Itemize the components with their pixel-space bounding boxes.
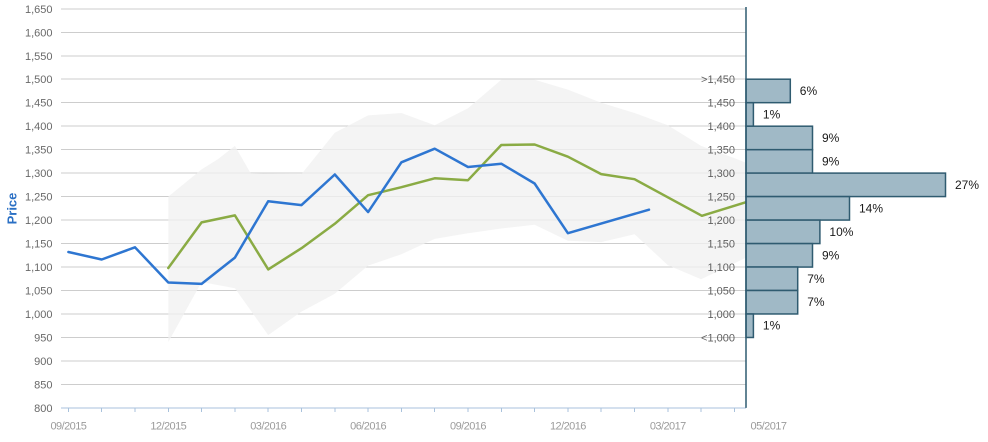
svg-text:1,150: 1,150 xyxy=(25,239,53,251)
svg-text:1,250: 1,250 xyxy=(707,192,735,204)
svg-text:1,350: 1,350 xyxy=(25,145,53,157)
svg-text:1,000: 1,000 xyxy=(707,309,735,321)
svg-text:1,050: 1,050 xyxy=(707,286,735,298)
svg-text:1,400: 1,400 xyxy=(707,121,735,133)
svg-text:1,450: 1,450 xyxy=(707,98,735,110)
svg-text:7%: 7% xyxy=(807,272,825,286)
svg-text:05/2017: 05/2017 xyxy=(751,421,787,433)
svg-text:12/2015: 12/2015 xyxy=(150,421,186,433)
svg-text:1,100: 1,100 xyxy=(25,262,53,274)
svg-text:9%: 9% xyxy=(822,131,840,145)
svg-text:1,200: 1,200 xyxy=(25,215,53,227)
svg-text:1,150: 1,150 xyxy=(707,239,735,251)
svg-text:1,100: 1,100 xyxy=(707,262,735,274)
svg-text:1,350: 1,350 xyxy=(707,145,735,157)
svg-text:800: 800 xyxy=(34,403,52,415)
svg-text:1,650: 1,650 xyxy=(25,4,53,16)
svg-text:27%: 27% xyxy=(955,178,979,192)
svg-text:03/2016: 03/2016 xyxy=(250,421,286,433)
svg-text:<1,000: <1,000 xyxy=(701,332,735,344)
svg-text:03/2017: 03/2017 xyxy=(650,421,686,433)
svg-text:>1,450: >1,450 xyxy=(701,74,735,86)
svg-text:1%: 1% xyxy=(763,319,781,333)
svg-text:14%: 14% xyxy=(859,201,883,215)
svg-text:7%: 7% xyxy=(807,295,825,309)
svg-text:1,000: 1,000 xyxy=(25,309,53,321)
svg-text:900: 900 xyxy=(34,356,52,368)
svg-text:6%: 6% xyxy=(800,84,818,98)
svg-text:1,450: 1,450 xyxy=(25,98,53,110)
svg-text:Price: Price xyxy=(4,193,19,225)
svg-text:12/2016: 12/2016 xyxy=(550,421,586,433)
svg-text:1,400: 1,400 xyxy=(25,121,53,133)
svg-text:1,300: 1,300 xyxy=(25,168,53,180)
svg-text:1,250: 1,250 xyxy=(25,192,53,204)
svg-text:1,050: 1,050 xyxy=(25,286,53,298)
svg-text:06/2016: 06/2016 xyxy=(350,421,386,433)
svg-text:1,500: 1,500 xyxy=(25,74,53,86)
svg-text:09/2015: 09/2015 xyxy=(50,421,86,433)
svg-text:1,550: 1,550 xyxy=(25,51,53,63)
svg-text:1,200: 1,200 xyxy=(707,215,735,227)
svg-text:9%: 9% xyxy=(822,248,840,262)
svg-text:10%: 10% xyxy=(829,225,853,239)
svg-text:09/2016: 09/2016 xyxy=(450,421,486,433)
svg-text:9%: 9% xyxy=(822,154,840,168)
svg-text:1,300: 1,300 xyxy=(707,168,735,180)
svg-text:1%: 1% xyxy=(763,107,781,121)
svg-text:850: 850 xyxy=(34,379,52,391)
svg-text:950: 950 xyxy=(34,332,52,344)
svg-text:1,600: 1,600 xyxy=(25,27,53,39)
